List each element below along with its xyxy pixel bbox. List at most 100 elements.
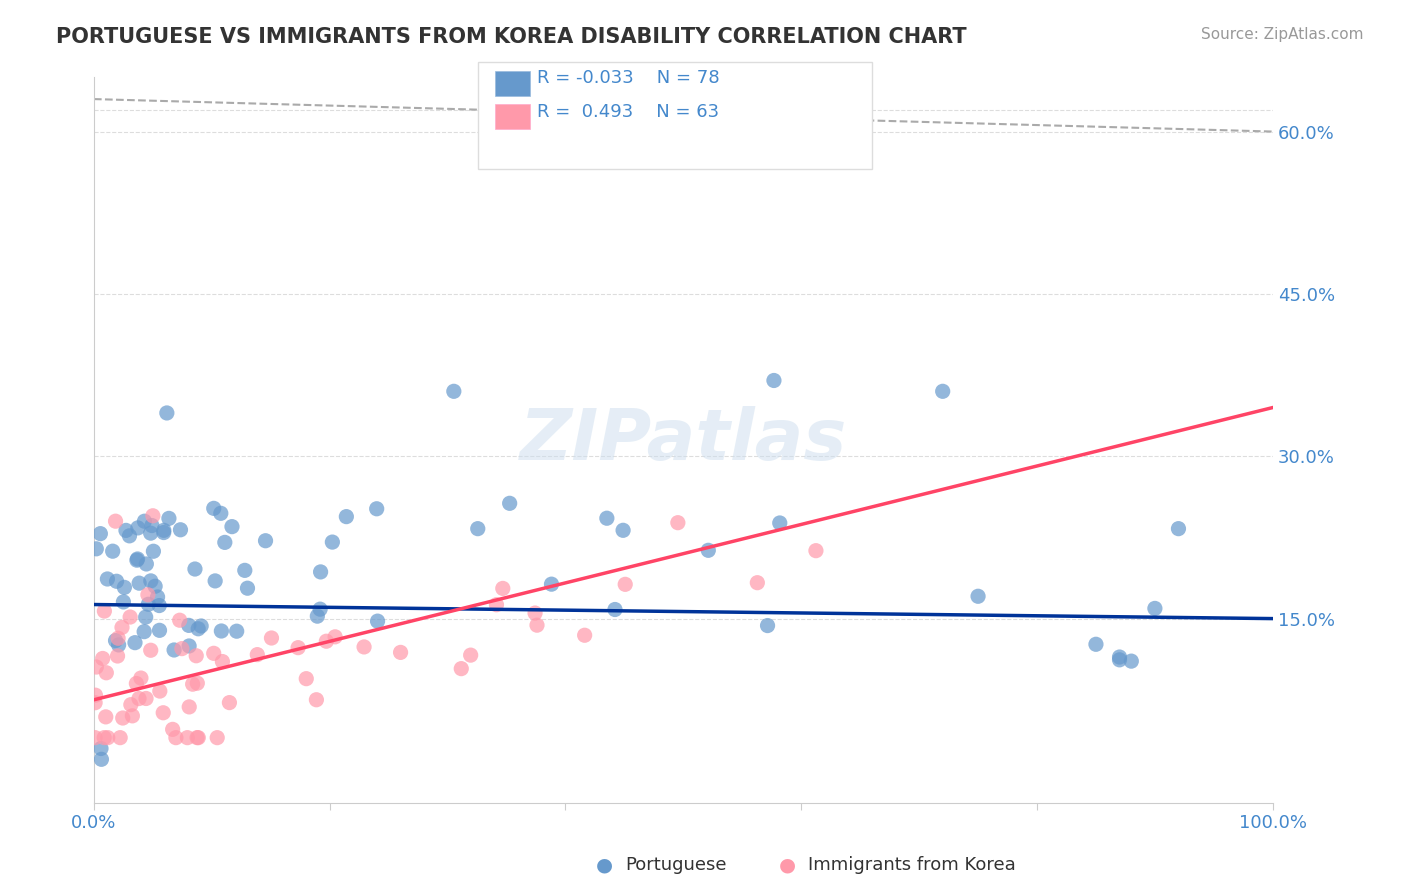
Point <box>139 643 162 657</box>
Point <box>118 529 141 543</box>
Point <box>112 595 135 609</box>
Point <box>209 624 232 638</box>
Point <box>186 731 208 745</box>
Point <box>287 640 309 655</box>
Point <box>177 618 200 632</box>
Point <box>134 624 156 639</box>
Point <box>202 646 225 660</box>
Point <box>181 677 204 691</box>
Point <box>254 533 277 548</box>
Point <box>93 731 115 745</box>
Point <box>492 582 515 596</box>
Point <box>209 506 232 520</box>
Text: R = -0.033    N = 78: R = -0.033 N = 78 <box>537 70 720 87</box>
Point <box>190 619 212 633</box>
Point <box>526 618 548 632</box>
Text: ●: ● <box>596 855 613 875</box>
Point <box>91 651 114 665</box>
Point <box>187 622 209 636</box>
Point <box>614 577 637 591</box>
Point <box>149 684 172 698</box>
Point <box>162 723 184 737</box>
Text: R =  0.493    N = 63: R = 0.493 N = 63 <box>537 103 720 121</box>
Point <box>366 501 388 516</box>
Point <box>148 624 170 638</box>
Point <box>236 581 259 595</box>
Point <box>134 514 156 528</box>
Point <box>179 699 201 714</box>
Point <box>135 691 157 706</box>
Point <box>139 574 162 588</box>
Point <box>84 731 107 745</box>
Point <box>389 645 412 659</box>
Text: PORTUGUESE VS IMMIGRANTS FROM KOREA DISABILITY CORRELATION CHART: PORTUGUESE VS IMMIGRANTS FROM KOREA DISA… <box>56 27 967 46</box>
Point <box>524 606 547 620</box>
Point <box>141 518 163 533</box>
Point <box>169 523 191 537</box>
Text: Source: ZipAtlas.com: Source: ZipAtlas.com <box>1201 27 1364 42</box>
Point <box>93 604 115 618</box>
Point <box>105 574 128 589</box>
Point <box>104 633 127 648</box>
Point <box>225 624 247 639</box>
Point <box>804 543 827 558</box>
Point <box>321 535 343 549</box>
Point <box>107 632 129 646</box>
Point <box>204 574 226 588</box>
Point <box>146 590 169 604</box>
Point <box>540 577 562 591</box>
Point <box>107 648 129 663</box>
Point <box>612 524 634 538</box>
Point <box>323 630 346 644</box>
Point <box>169 613 191 627</box>
Point <box>756 618 779 632</box>
Point <box>89 526 111 541</box>
Point <box>187 731 209 745</box>
Point <box>108 731 131 745</box>
Point <box>128 691 150 706</box>
Point <box>127 521 149 535</box>
Point <box>84 688 107 702</box>
Text: ZIPatlas: ZIPatlas <box>520 406 846 475</box>
Point <box>143 579 166 593</box>
Point <box>603 602 626 616</box>
Point <box>747 575 769 590</box>
Point <box>1108 650 1130 665</box>
Point <box>1167 522 1189 536</box>
Point <box>467 522 489 536</box>
Point <box>260 631 283 645</box>
Point <box>152 706 174 720</box>
Point <box>170 641 193 656</box>
Point <box>450 662 472 676</box>
Point <box>96 572 118 586</box>
Point <box>367 614 389 628</box>
Point <box>90 741 112 756</box>
Point <box>295 672 318 686</box>
Point <box>460 648 482 662</box>
Point <box>214 535 236 549</box>
Point <box>666 516 689 530</box>
Point <box>124 635 146 649</box>
Point <box>574 628 596 642</box>
Point <box>498 496 520 510</box>
Point <box>309 565 332 579</box>
Point <box>125 676 148 690</box>
Point <box>115 524 138 538</box>
Point <box>184 562 207 576</box>
Point <box>94 710 117 724</box>
Text: Immigrants from Korea: Immigrants from Korea <box>808 856 1017 874</box>
Point <box>101 544 124 558</box>
Point <box>84 541 107 556</box>
Point <box>153 524 176 538</box>
Point <box>309 602 332 616</box>
Point <box>967 589 990 603</box>
Point <box>246 648 269 662</box>
Point <box>596 511 619 525</box>
Point <box>136 588 159 602</box>
Point <box>96 665 118 680</box>
Point <box>186 648 208 663</box>
Point <box>307 609 329 624</box>
Point <box>111 620 134 634</box>
Point <box>120 698 142 712</box>
Point <box>186 676 208 690</box>
